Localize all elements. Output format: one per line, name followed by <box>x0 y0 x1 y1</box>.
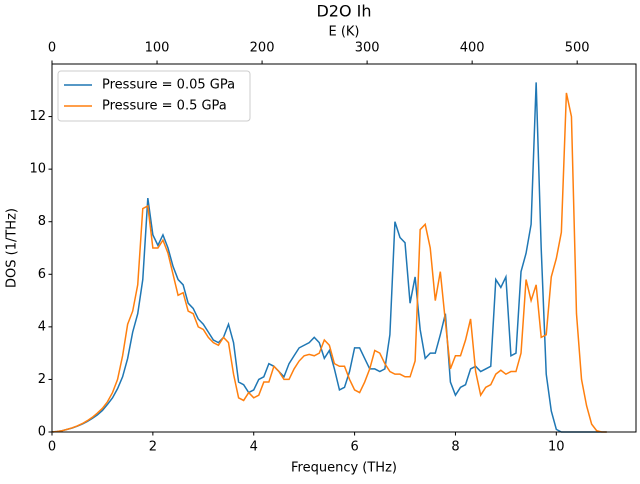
legend-box <box>57 70 251 122</box>
y-tick-label: 12 <box>29 109 46 124</box>
x2-tick-label: 0 <box>48 41 56 56</box>
y-tick-label: 8 <box>38 214 46 229</box>
legend-label: Pressure = 0.5 GPa <box>102 99 227 114</box>
x2-tick-label: 500 <box>565 41 590 56</box>
chart-title: D2O Ih <box>316 2 371 21</box>
x2-tick-label: 400 <box>460 41 485 56</box>
x-tick-label: 4 <box>250 440 258 455</box>
x2-axis-label: E (K) <box>328 25 359 40</box>
x-tick-label: 8 <box>451 440 459 455</box>
y-tick-label: 0 <box>38 425 46 440</box>
y-tick-label: 6 <box>38 267 46 282</box>
y-tick-label: 10 <box>29 162 46 177</box>
legend-label: Pressure = 0.05 GPa <box>102 78 235 93</box>
x-axis-label: Frequency (THz) <box>291 461 397 476</box>
x-tick-label: 2 <box>149 440 157 455</box>
data-line <box>51 82 607 433</box>
x2-tick-label: 300 <box>355 41 380 56</box>
data-line <box>51 92 607 433</box>
x2-tick-label: 100 <box>145 41 170 56</box>
y-tick-label: 2 <box>38 372 46 387</box>
y-axis-label: DOS (1/THz) <box>5 208 20 288</box>
plot-frame <box>51 63 637 433</box>
x-tick-label: 6 <box>350 440 358 455</box>
x-tick-label: 10 <box>548 440 565 455</box>
y-tick-label: 4 <box>38 319 46 334</box>
x-tick-label: 0 <box>48 440 56 455</box>
x2-tick-label: 200 <box>250 41 275 56</box>
